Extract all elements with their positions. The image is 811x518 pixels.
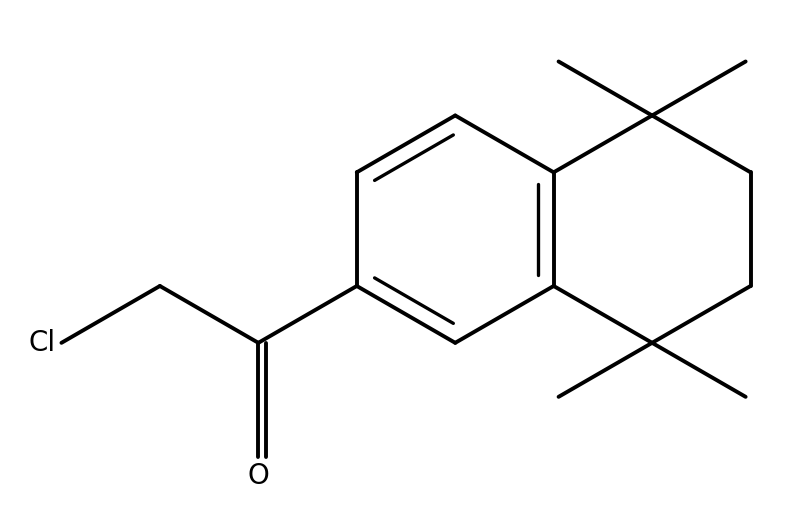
Text: Cl: Cl	[28, 329, 55, 357]
Text: O: O	[247, 463, 269, 491]
